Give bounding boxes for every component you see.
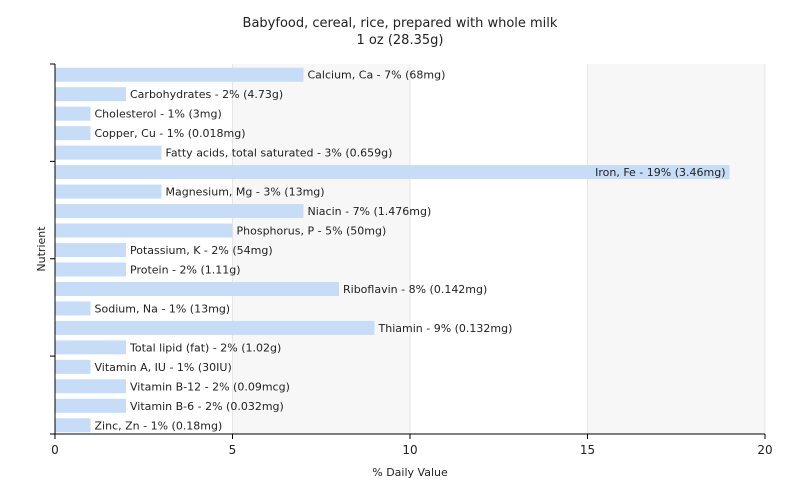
bar xyxy=(55,184,162,199)
chart-title: Babyfood, cereal, rice, prepared with wh… xyxy=(243,16,558,31)
bar xyxy=(55,165,730,180)
grid-band xyxy=(232,64,410,434)
chart-subtitle: 1 oz (28.35g) xyxy=(357,33,444,48)
bar-label: Iron, Fe - 19% (3.46mg) xyxy=(595,166,725,179)
x-ticks-layer: 0 5 10 15 20 xyxy=(51,434,773,457)
bar-label: Vitamin A, IU - 1% (30IU) xyxy=(95,361,232,374)
bar-label: Carbohydrates - 2% (4.73g) xyxy=(130,88,283,101)
bar xyxy=(55,340,126,355)
bar xyxy=(55,262,126,277)
bar xyxy=(55,281,339,296)
x-tick-label: 5 xyxy=(229,443,237,457)
y-ticks-layer xyxy=(50,63,55,435)
grid-band xyxy=(587,64,765,434)
bar-label: Phosphorus, P - 5% (50mg) xyxy=(237,225,387,238)
bar xyxy=(55,87,126,102)
bar xyxy=(55,359,91,374)
bar xyxy=(55,106,91,121)
bars-layer xyxy=(55,67,730,433)
x-tick-label: 0 xyxy=(51,443,59,457)
bar-label: Vitamin B-6 - 2% (0.032mg) xyxy=(130,400,284,413)
x-tick-label: 20 xyxy=(757,443,772,457)
bar-label: Riboflavin - 8% (0.142mg) xyxy=(343,283,487,296)
bar xyxy=(55,398,126,413)
bar-label: Total lipid (fat) - 2% (1.02g) xyxy=(129,341,281,354)
bar xyxy=(55,301,91,316)
bar xyxy=(55,126,91,141)
bar-label: Magnesium, Mg - 3% (13mg) xyxy=(166,186,325,199)
y-axis-title: Nutrient xyxy=(35,226,48,272)
bar-label: Cholesterol - 1% (3mg) xyxy=(95,108,222,121)
bar xyxy=(55,320,375,335)
bar-label: Copper, Cu - 1% (0.018mg) xyxy=(95,127,246,140)
bar-label: Fatty acids, total saturated - 3% (0.659… xyxy=(166,147,393,160)
bar xyxy=(55,418,91,433)
bar-label: Thiamin - 9% (0.132mg) xyxy=(378,322,513,335)
bar xyxy=(55,145,162,160)
bar-label: Vitamin B-12 - 2% (0.09mcg) xyxy=(130,380,290,393)
bar xyxy=(55,67,304,82)
bar-label: Protein - 2% (1.11g) xyxy=(130,263,241,276)
bar-label: Zinc, Zn - 1% (0.18mg) xyxy=(95,419,223,432)
grid-layer xyxy=(55,64,766,434)
bar-label: Calcium, Ca - 7% (68mg) xyxy=(308,69,446,82)
bar xyxy=(55,204,304,219)
bar xyxy=(55,243,126,257)
bar xyxy=(55,379,126,394)
grid-band xyxy=(410,64,588,434)
x-tick-label: 15 xyxy=(580,443,595,457)
x-axis-title: % Daily Value xyxy=(372,466,448,479)
bar-labels-layer: Calcium, Ca - 7% (68mg) Carbohydrates - 2… xyxy=(95,69,726,433)
bar xyxy=(55,223,233,238)
bar-label: Potassium, K - 2% (54mg) xyxy=(130,244,273,257)
x-tick-label: 10 xyxy=(402,443,417,457)
bar-label: Sodium, Na - 1% (13mg) xyxy=(95,302,231,315)
bar-label: Niacin - 7% (1.476mg) xyxy=(308,205,432,218)
